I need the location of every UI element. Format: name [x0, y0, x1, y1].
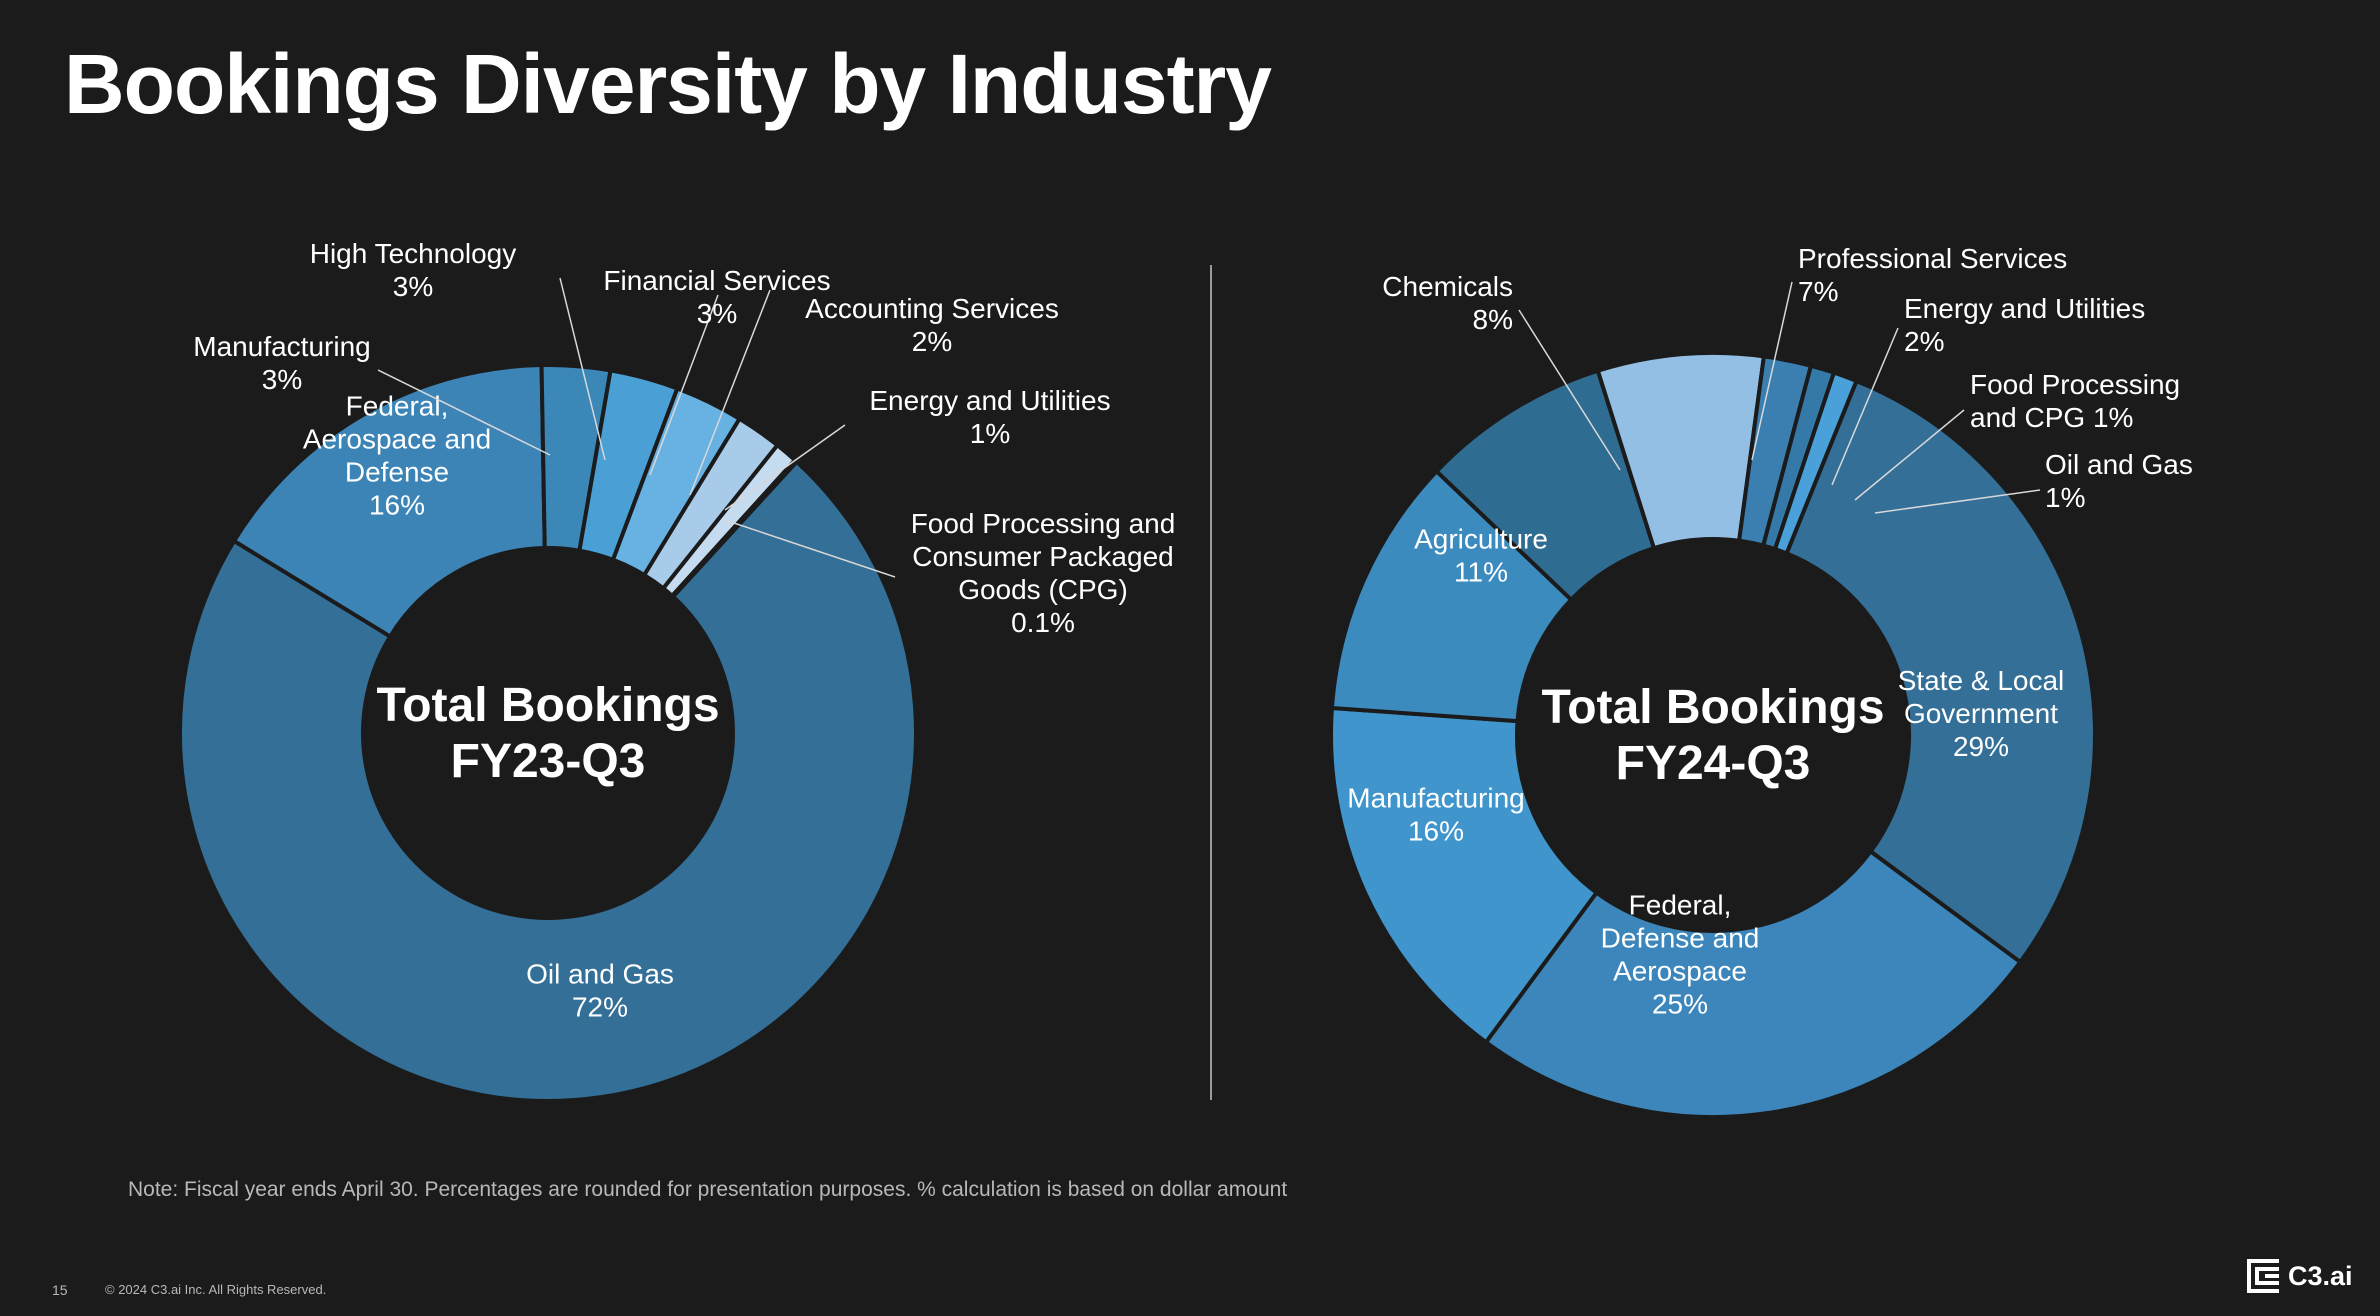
leader-line-energy-and-utilities	[1831, 327, 1899, 486]
leader-line-oil-and-gas	[1874, 489, 2041, 514]
donut-chart-1: Total Bookings FY23-Q3 Oil and Gas 72% Feder…	[178, 238, 1176, 1103]
footnote: Note: Fiscal year ends April 30. Percent…	[128, 1178, 1288, 1201]
label-manufacturing: Manufacturing 3%	[193, 331, 370, 395]
chart-divider	[1210, 265, 1212, 1100]
copyright: © 2024 C3.ai Inc. All Rights Reserved.	[105, 1282, 327, 1297]
label-line: 3%	[393, 271, 433, 302]
page-title: Bookings Diversity by Industry	[64, 37, 1272, 131]
label-line: 16%	[1408, 816, 1464, 847]
label-line: Federal,	[346, 391, 449, 422]
label-federal-aerospace-and-defense: Federal, Aerospace and Defense 16%	[303, 391, 491, 521]
center-label-line: Total Bookings	[1541, 681, 1884, 734]
label-energy-and-utilities: Energy and Utilities 1%	[869, 385, 1110, 449]
label-line: Defense	[345, 457, 449, 488]
c3ai-logo: C3.ai	[2246, 1258, 2353, 1294]
label-line: 1%	[970, 418, 1010, 449]
label-line: Agriculture	[1414, 524, 1548, 555]
label-line: 0.1%	[1011, 607, 1075, 638]
leader-line-high-technology	[559, 277, 606, 461]
leader-line-chemicals	[1518, 309, 1621, 471]
c3ai-logo-icon	[2247, 1259, 2279, 1293]
center-label-1: Total Bookings FY23-Q3	[376, 679, 719, 788]
label-line: 2%	[1904, 326, 1944, 357]
label-line: 7%	[1798, 276, 1838, 307]
label-food-processing-and-consumer-packaged-goods-cpg: Food Processing and Consumer Packaged Good…	[911, 508, 1176, 638]
label-line: Chemicals	[1382, 271, 1513, 302]
label-food-processing-and-cpg: Food Processing and CPG 1%	[1970, 369, 2180, 433]
label-line: 72%	[572, 992, 628, 1023]
center-label-line: Total Bookings	[376, 679, 719, 732]
label-line: Financial Services	[603, 265, 830, 296]
slice-agriculture	[1329, 468, 1575, 724]
label-line: 3%	[262, 364, 302, 395]
label-line: Energy and Utilities	[1904, 293, 2145, 324]
page-number: 15	[52, 1282, 68, 1298]
leader-line-food-processing-and-consumer-packaged-goods-cpg	[724, 519, 896, 578]
label-line: Aerospace and	[303, 424, 491, 455]
label-line: Aerospace	[1613, 956, 1747, 987]
label-oil-and-gas: Oil and Gas 72%	[526, 959, 674, 1023]
slice-oil-and-gas	[1772, 370, 1860, 556]
label-line: 11%	[1454, 557, 1508, 588]
label-financial-services: Financial Services 3%	[603, 265, 830, 329]
label-state-local-government: State & Local Government 29%	[1898, 665, 2065, 762]
label-manufacturing: Manufacturing 16%	[1347, 783, 1524, 847]
center-label-line: FY23-Q3	[451, 735, 646, 788]
slice-federal-aerospace-and-defense	[231, 363, 547, 640]
label-energy-and-utilities: Energy and Utilities 2%	[1904, 293, 2145, 357]
label-line: Manufacturing	[1347, 783, 1524, 814]
leader-line-accounting-services	[689, 289, 771, 496]
label-line: and CPG 1%	[1970, 402, 2133, 433]
center-label-line: FY24-Q3	[1616, 737, 1811, 790]
label-accounting-services: Accounting Services 2%	[805, 293, 1059, 357]
label-line: State & Local	[1898, 665, 2065, 696]
label-line: Government	[1904, 698, 2058, 729]
center-label-2: Total Bookings FY24-Q3	[1541, 681, 1884, 790]
label-line: 29%	[1953, 731, 2009, 762]
label-federal-defense-and-aerospace: Federal, Defense and Aerospace 25%	[1601, 890, 1760, 1020]
label-line: Energy and Utilities	[869, 385, 1110, 416]
label-line: 2%	[912, 326, 952, 357]
label-line: 3%	[697, 298, 737, 329]
label-line: 8%	[1473, 304, 1513, 335]
donut-slices-2	[1329, 351, 2098, 1120]
leader-line-energy-and-utilities	[724, 424, 846, 511]
label-line: 1%	[2045, 482, 2085, 513]
leader-line-manufacturing	[377, 369, 551, 456]
slice-state-local-government	[1784, 378, 2098, 965]
leader-line-professional-services	[1751, 281, 1793, 461]
leader-line-food-processing-and-cpg	[1854, 409, 1965, 501]
label-line: Food Processing	[1970, 369, 2180, 400]
label-line: Accounting Services	[805, 293, 1059, 324]
leader-line-financial-services	[649, 294, 719, 476]
label-line: Food Processing and	[911, 508, 1176, 539]
label-line: High Technology	[310, 238, 517, 269]
slice-federal-defense-and-aerospace	[1483, 848, 2024, 1120]
label-line: Manufacturing	[193, 331, 370, 362]
label-chemicals: Chemicals 8%	[1382, 271, 1513, 335]
logo-text: C3.ai	[2288, 1260, 2353, 1291]
slice-manufacturing	[1329, 705, 1600, 1046]
label-line: Federal,	[1629, 890, 1732, 921]
label-line: 25%	[1652, 989, 1708, 1020]
label-line: Goods (CPG)	[958, 574, 1128, 605]
label-line: Oil and Gas	[526, 959, 674, 990]
label-agriculture: Agriculture 11%	[1414, 524, 1548, 588]
label-line: Professional Services	[1798, 243, 2067, 274]
label-oil-and-gas: Oil and Gas 1%	[2045, 449, 2193, 513]
label-line: Consumer Packaged	[912, 541, 1173, 572]
label-line: 16%	[369, 490, 425, 521]
label-high-technology: High Technology 3%	[310, 238, 517, 302]
label-line: Defense and	[1601, 923, 1760, 954]
label-professional-services: Professional Services 7%	[1798, 243, 2067, 307]
label-line: Oil and Gas	[2045, 449, 2193, 480]
donut-slices-1	[178, 363, 918, 1103]
